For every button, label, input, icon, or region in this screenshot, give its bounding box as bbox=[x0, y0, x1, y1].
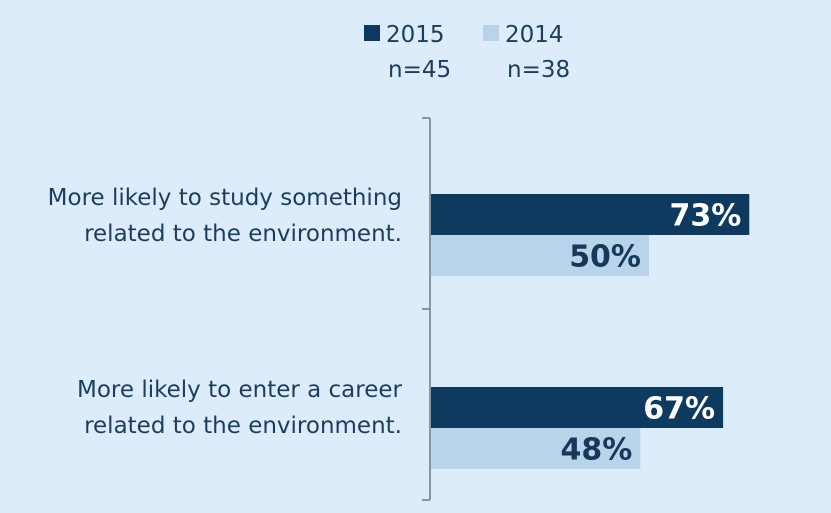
value-label-2014-category-2: 48% bbox=[560, 433, 632, 468]
bar-2014-category-1 bbox=[431, 235, 649, 276]
category-label-2-line-1: More likely to enter a career bbox=[77, 377, 403, 403]
legend-label-2015: 2015 bbox=[386, 22, 445, 48]
category-axis bbox=[422, 117, 431, 501]
value-label-2015-category-2: 67% bbox=[643, 392, 715, 427]
category-label-1-line-2: related to the environment. bbox=[84, 221, 402, 247]
value-label-2014-category-1: 50% bbox=[569, 240, 641, 275]
bar-2015-category-1 bbox=[431, 194, 750, 235]
category-labels: More likely to study something related to… bbox=[48, 185, 403, 439]
legend-swatch-2015 bbox=[364, 25, 380, 41]
bars: 73% 50% 67% 48% bbox=[431, 194, 750, 469]
legend-swatch-2014 bbox=[483, 25, 499, 41]
legend-label-2014: 2014 bbox=[505, 22, 564, 48]
legend-n-2014: n=38 bbox=[507, 57, 570, 83]
category-label-2-line-2: related to the environment. bbox=[84, 413, 402, 439]
bar-2014-category-2 bbox=[431, 428, 641, 469]
legend: 2015 n=45 2014 n=38 bbox=[364, 22, 570, 83]
value-label-2015-category-1: 73% bbox=[669, 199, 741, 234]
bar-2015-category-2 bbox=[431, 387, 724, 428]
legend-n-2015: n=45 bbox=[388, 57, 451, 83]
category-label-1-line-1: More likely to study something bbox=[48, 185, 402, 211]
